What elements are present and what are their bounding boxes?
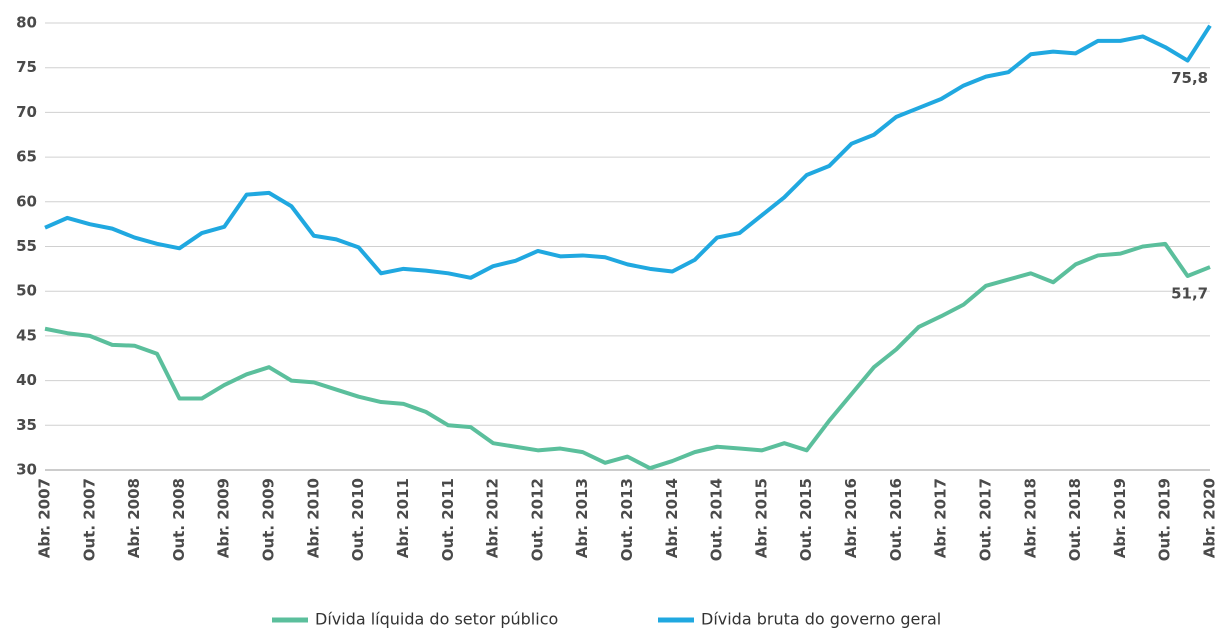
x-tick-label: Out. 2010 — [349, 478, 367, 561]
legend-label: Dívida bruta do governo geral — [701, 610, 941, 629]
x-tick-label: Out. 2007 — [80, 478, 98, 561]
y-tick-label: 35 — [16, 416, 37, 434]
x-tick-label: Out. 2018 — [1066, 478, 1084, 561]
x-tick-label: Out. 2008 — [170, 478, 188, 561]
x-tick-label: Out. 2012 — [528, 478, 546, 561]
x-tick-label: Abr. 2007 — [36, 478, 54, 558]
y-tick-label: 50 — [16, 282, 37, 300]
x-tick-label: Abr. 2018 — [1021, 478, 1039, 558]
x-tick-label: Abr. 2020 — [1201, 478, 1219, 558]
value-label: 75,8 — [1171, 69, 1208, 87]
legend-label: Dívida líquida do setor público — [315, 610, 558, 629]
x-tick-label: Abr. 2013 — [573, 478, 591, 558]
x-tick-label: Abr. 2014 — [663, 478, 681, 558]
x-tick-label: Out. 2017 — [976, 478, 994, 561]
y-tick-label: 45 — [16, 326, 37, 344]
x-tick-label: Abr. 2016 — [842, 478, 860, 558]
y-tick-label: 60 — [16, 192, 37, 210]
x-tick-label: Out. 2015 — [797, 478, 815, 561]
x-tick-label: Out. 2013 — [618, 478, 636, 561]
x-tick-label: Abr. 2012 — [484, 478, 502, 558]
y-tick-label: 55 — [16, 237, 37, 255]
x-tick-label: Abr. 2019 — [1111, 478, 1129, 558]
x-tick-label: Abr. 2015 — [752, 478, 770, 558]
y-tick-label: 40 — [16, 371, 37, 389]
x-tick-label: Abr. 2009 — [215, 478, 233, 558]
series-line — [44, 241, 1211, 471]
x-tick-label: Abr. 2017 — [932, 478, 950, 558]
x-tick-label: Out. 2011 — [439, 478, 457, 561]
y-tick-label: 30 — [16, 461, 37, 479]
y-tick-label: 70 — [16, 103, 37, 121]
x-tick-label: Out. 2014 — [708, 478, 726, 561]
value-label: 51,7 — [1171, 285, 1208, 303]
x-tick-label: Out. 2009 — [260, 478, 278, 561]
x-tick-label: Abr. 2010 — [304, 478, 322, 558]
x-tick-label: Abr. 2008 — [125, 478, 143, 558]
y-tick-label: 65 — [16, 148, 37, 166]
x-tick-label: Out. 2016 — [887, 478, 905, 561]
x-tick-label: Out. 2019 — [1156, 478, 1174, 561]
series-line — [44, 24, 1212, 280]
y-tick-label: 75 — [16, 58, 37, 76]
x-tick-label: Abr. 2011 — [394, 478, 412, 558]
y-tick-label: 80 — [16, 14, 37, 32]
